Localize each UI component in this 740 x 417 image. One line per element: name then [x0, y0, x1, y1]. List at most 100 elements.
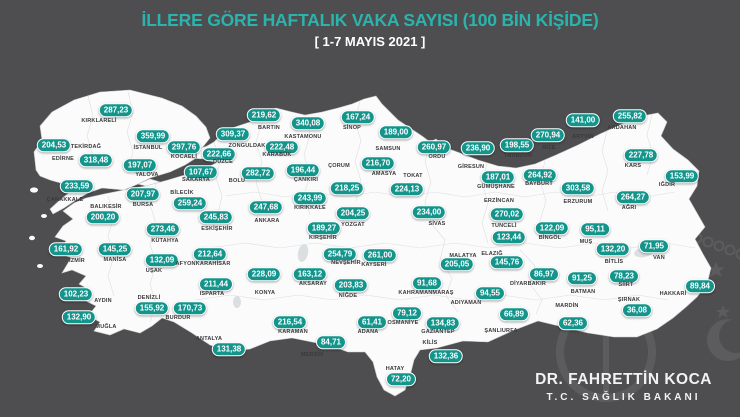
province-label: TRABZON — [503, 153, 533, 159]
province-badge: 216,54 — [272, 315, 308, 329]
province-label: SİİRT — [618, 282, 634, 288]
province-badge: 200,20 — [85, 210, 121, 224]
province-badge: 78,23 — [608, 269, 640, 283]
province-badge: 167,24 — [340, 110, 376, 124]
province-badge: 254,79 — [322, 247, 358, 261]
province-label: ARDAHAN — [607, 125, 637, 131]
province-badge: 155,92 — [134, 301, 170, 315]
province-badge: 340,08 — [290, 116, 326, 130]
province-label: HAKKARİ — [659, 291, 687, 297]
province-badge: 161,92 — [48, 242, 84, 256]
province-label: HATAY — [385, 366, 405, 372]
province-label: KARAMAN — [278, 329, 308, 335]
footer-signature: DR. FAHRETTİN KOCA T.C. SAĞLIK BAKANI — [535, 371, 712, 403]
province-label: IĞDIR — [658, 182, 676, 188]
province-badge: 270,94 — [530, 128, 566, 142]
province-badge: 222,66 — [201, 147, 237, 161]
province-badge: 95,11 — [580, 222, 610, 236]
province-badge: 91,68 — [411, 276, 443, 290]
province-badge: 303,58 — [560, 181, 596, 195]
province-label: NİĞDE — [338, 293, 358, 299]
province-badge: 132,09 — [144, 253, 180, 267]
minister-title: T.C. SAĞLIK BAKANI — [546, 392, 701, 403]
province-label: SİNOP — [342, 125, 362, 131]
province-badge: 36,08 — [621, 303, 653, 317]
province-badge: 309,37 — [215, 127, 251, 141]
province-badge: 197,07 — [122, 158, 158, 172]
province-badge: 270,02 — [489, 207, 525, 221]
province-badge: 107,67 — [183, 165, 219, 179]
province-label: MALATYA — [449, 253, 477, 259]
province-badge: 86,97 — [528, 267, 560, 281]
province-label: GÜMÜŞHANE — [477, 184, 515, 190]
province-label: SAMSUN — [375, 146, 401, 152]
province-badge: 204,53 — [36, 138, 72, 152]
province-badge: 297,76 — [166, 140, 202, 154]
province-badge: 224,13 — [389, 182, 425, 196]
province-badge: 260,97 — [416, 140, 452, 154]
province-label: ESKİŞEHİR — [201, 226, 233, 232]
province-badge: 245,83 — [198, 210, 234, 224]
province-label: ÇANAKKALE — [46, 197, 84, 203]
province-label: BAYBURT — [525, 181, 553, 187]
province-label: NEVŞEHİR — [331, 260, 361, 266]
province-badge: 273,46 — [145, 222, 181, 236]
province-label: SAKARYA — [182, 177, 210, 183]
province-label: BİLECİK — [170, 190, 194, 196]
province-badge: 207,97 — [125, 187, 161, 201]
province-label: BURDUR — [165, 315, 191, 321]
province-label: TEKİRDAĞ — [70, 144, 102, 150]
province-label: KASTAMONU — [284, 134, 322, 140]
province-badge: 189,27 — [306, 221, 342, 235]
province-label: ADIYAMAN — [450, 300, 482, 306]
province-badge: 227,78 — [623, 148, 659, 162]
province-label: ANKARA — [254, 218, 280, 224]
province-label: AKSARAY — [298, 281, 328, 287]
province-badge: 163,12 — [292, 267, 328, 281]
province-label: BALIKESİR — [90, 204, 122, 210]
page-title: İLLERE GÖRE HAFTALIK VAKA SAYISI (100 Bİ… — [141, 10, 599, 30]
province-label: KOCAELİ — [170, 154, 198, 160]
province-label: GİRESUN — [457, 164, 485, 170]
province-label: MERSİN — [300, 352, 324, 358]
province-badge: 132,90 — [61, 310, 97, 324]
province-badge: 261,00 — [362, 248, 398, 262]
province-label: DENİZLİ — [137, 295, 161, 301]
province-label: ELAZIĞ — [481, 251, 503, 257]
province-label: ORDU — [428, 154, 446, 160]
province-badge: 203,83 — [333, 278, 369, 292]
province-label: KIRKLARELİ — [81, 118, 117, 124]
province-label: AYDIN — [94, 298, 112, 304]
province-label: ŞANLIURFA — [484, 328, 518, 334]
province-label: MANİSA — [103, 257, 127, 263]
province-label: TUNCELİ — [491, 223, 517, 229]
minister-name: DR. FAHRETTİN KOCA — [535, 371, 712, 388]
province-badge: 247,68 — [248, 200, 284, 214]
island — [29, 235, 35, 241]
province-label: KONYA — [254, 290, 276, 296]
province-label: KIRIKKALE — [294, 205, 326, 211]
province-badge: 198,55 — [499, 138, 535, 152]
province-badge: 204,25 — [335, 206, 371, 220]
island — [37, 264, 43, 268]
province-badge: 282,72 — [240, 166, 276, 180]
province-badge: 219,62 — [246, 108, 282, 122]
province-badge: 66,89 — [498, 307, 530, 321]
lake-tuz — [297, 244, 309, 262]
province-label: KÜTAHYA — [151, 238, 179, 244]
province-badge: 84,71 — [315, 335, 347, 349]
province-badge: 218,25 — [329, 181, 365, 195]
province-label: ISPARTA — [199, 291, 225, 297]
province-badge: 189,00 — [378, 125, 414, 139]
province-label: ERZİNCAN — [483, 198, 515, 204]
province-label: YALOVA — [135, 172, 159, 178]
province-badge: 264,92 — [522, 168, 558, 182]
province-badge: 132,36 — [428, 349, 464, 363]
province-label: DİYARBAKIR — [509, 281, 547, 287]
province-label: ERZURUM — [563, 199, 593, 205]
province-label: RİZE — [542, 145, 556, 151]
province-label: BURSA — [132, 202, 154, 208]
province-label: UŞAK — [145, 268, 163, 274]
